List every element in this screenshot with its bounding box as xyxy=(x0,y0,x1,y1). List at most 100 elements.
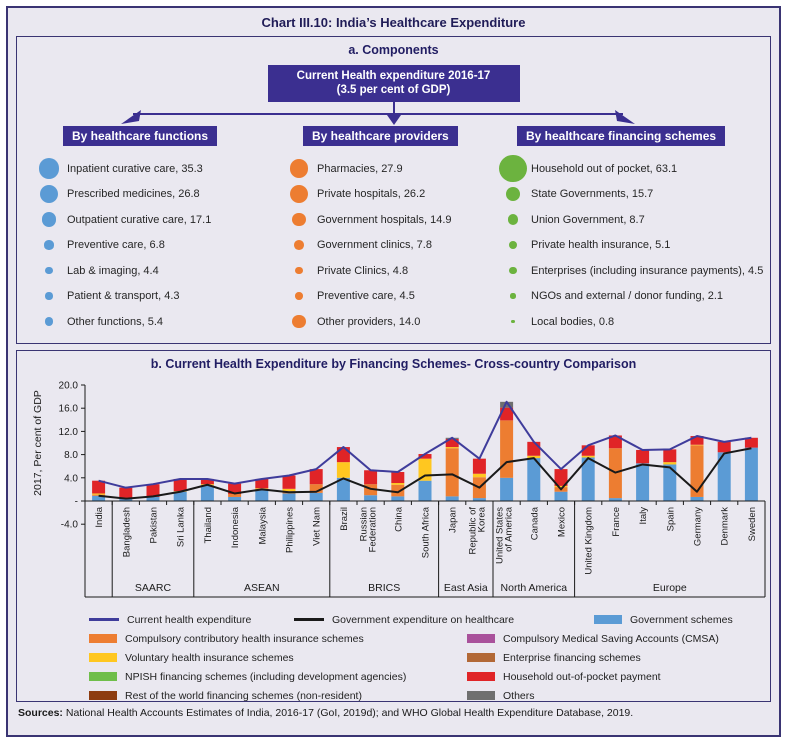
bar-segment xyxy=(500,420,514,478)
component-item: Private Clinics, 4.8 xyxy=(281,258,491,284)
arrowhead-center-icon xyxy=(387,114,401,125)
legend-item: Current health expenditure xyxy=(89,614,294,626)
legend-item: NPISH financing schemes (including devel… xyxy=(89,671,467,683)
legend-row: Current health expenditure Government exp… xyxy=(17,610,770,629)
series-line xyxy=(98,447,752,500)
legend-item: Rest of the world financing schemes (non… xyxy=(89,690,467,702)
bar-segment xyxy=(608,435,622,449)
chart-frame: Chart III.10: India’s Healthcare Expendi… xyxy=(6,6,781,737)
legend-swatch-icon xyxy=(467,634,495,643)
group-label: SAARC xyxy=(135,582,172,594)
bar-segment xyxy=(717,452,731,501)
legend-swatch-icon xyxy=(467,672,495,681)
bar-segment xyxy=(744,447,758,501)
financing-list: Household out of pocket, 63.1 State Gover… xyxy=(491,154,770,335)
legend-item: Enterprise financing schemes xyxy=(467,652,770,664)
component-item: Lab & imaging, 4.4 xyxy=(31,258,279,284)
sources-prefix: Sources: xyxy=(18,707,63,719)
component-item: Private health insurance, 5.1 xyxy=(495,232,770,258)
country-label: Sri Lanka xyxy=(176,506,187,547)
bar-segment xyxy=(364,495,378,501)
bar-segment xyxy=(119,498,133,501)
bar-segment xyxy=(472,498,486,501)
bubble-icon xyxy=(281,240,317,250)
bubble-icon xyxy=(31,212,67,227)
bar-segment xyxy=(663,462,677,465)
series-line xyxy=(98,400,752,489)
group-label: ASEAN xyxy=(244,582,280,594)
component-item: Union Government, 8.7 xyxy=(495,207,770,233)
legend-swatch-icon xyxy=(89,691,117,700)
cross-country-chart: 20.0 16.0 12.0 8.0 4.0 - -4.0 2017, Per cent of… xyxy=(32,381,766,598)
bubble-icon xyxy=(31,317,67,326)
country-label: Canada xyxy=(529,506,540,540)
bar-segment xyxy=(92,495,106,501)
component-item-label: NGOs and external / donor funding, 2.1 xyxy=(531,290,724,302)
legend-swatch-icon xyxy=(594,615,622,624)
root-box-line2: (3.5 per cent of GDP) xyxy=(336,84,451,97)
bar-segment xyxy=(554,485,568,488)
panel-b-title: b. Current Health Expenditure by Financi… xyxy=(150,357,637,371)
bar-segment xyxy=(282,488,296,492)
component-item-label: Outpatient curative care, 17.1 xyxy=(67,213,212,226)
bubble-icon xyxy=(31,240,67,250)
legend-row: NPISH financing schemes (including devel… xyxy=(17,667,770,686)
panel-components: a. Components Current Health expenditure… xyxy=(16,36,771,344)
bar-segment xyxy=(255,478,269,489)
sources-text: National Health Accounts Estimates of In… xyxy=(62,707,634,719)
bubble-icon xyxy=(495,187,531,201)
component-item-label: Private hospitals, 26.2 xyxy=(317,188,426,200)
legend-swatch-icon xyxy=(89,618,119,621)
category-headers-row: By healthcare functions By healthcare pr… xyxy=(17,125,770,146)
legend-item-label: Enterprise financing schemes xyxy=(503,651,641,664)
component-item: Other providers, 14.0 xyxy=(281,309,491,335)
bar-segment xyxy=(690,445,704,497)
component-item-label: Pharmacies, 27.9 xyxy=(317,162,403,175)
country-label: Malaysia xyxy=(257,506,268,544)
y-tick-label: 8.0 xyxy=(64,450,78,461)
bar-segment xyxy=(391,483,405,485)
component-item-label: Private Clinics, 4.8 xyxy=(317,264,409,277)
bar-segment xyxy=(146,484,160,497)
component-item-label: Inpatient curative care, 35.3 xyxy=(67,162,203,175)
bar-segment xyxy=(690,436,704,445)
y-tick-label: 16.0 xyxy=(59,404,79,415)
bar-segment xyxy=(282,493,296,501)
bar-segment xyxy=(663,449,677,463)
providers-list: Pharmacies, 27.9 Private hospitals, 26.2 G… xyxy=(279,156,491,335)
bar-segment xyxy=(336,447,350,463)
component-item: Preventive care, 6.8 xyxy=(31,232,279,258)
y-axis-label: 2017, Per cent of GDP xyxy=(32,390,44,496)
chart-main-title: Chart III.10: India’s Healthcare Expendi… xyxy=(261,15,526,30)
bar-segment xyxy=(391,472,405,484)
root-expenditure-box: Current Health expenditure 2016-17 (3.5 … xyxy=(267,65,520,102)
component-item: Government clinics, 7.8 xyxy=(281,232,491,258)
component-item-label: Government clinics, 7.8 xyxy=(317,239,432,251)
component-item-label: Enterprises (including insurance payment… xyxy=(531,264,764,277)
y-tick-label: 20.0 xyxy=(59,381,79,392)
bar-segment xyxy=(146,496,160,501)
root-box-line1: Current Health expenditure 2016-17 xyxy=(296,70,491,82)
bar-segment xyxy=(581,455,595,458)
country-label: Denmark xyxy=(720,507,731,546)
country-label: Indonesia xyxy=(230,506,241,548)
legend-item-label: Government schemes xyxy=(630,613,733,626)
country-label: Germany xyxy=(693,507,704,546)
bar-segment xyxy=(200,485,214,501)
country-label: China xyxy=(393,506,404,532)
component-item-label: Patient & transport, 4.3 xyxy=(67,290,180,302)
panel-a-title: a. Components xyxy=(348,43,439,57)
bar-segment xyxy=(255,489,269,501)
bubble-icon xyxy=(31,266,67,275)
group-label: East Asia xyxy=(444,582,488,594)
country-label: France xyxy=(611,507,622,537)
bar-segment xyxy=(336,462,350,478)
bar-segment xyxy=(309,469,323,485)
component-item: Inpatient curative care, 35.3 xyxy=(31,156,279,182)
bar-segment xyxy=(581,445,595,456)
legend-item-label: NPISH financing schemes (including devel… xyxy=(125,670,407,683)
bar-segment xyxy=(173,491,187,501)
legend-item: Household out-of-pocket payment xyxy=(467,671,770,683)
legend-item-label: Current health expenditure xyxy=(127,613,252,626)
legend-item-label: Compulsory contributory health insurance… xyxy=(125,632,364,645)
